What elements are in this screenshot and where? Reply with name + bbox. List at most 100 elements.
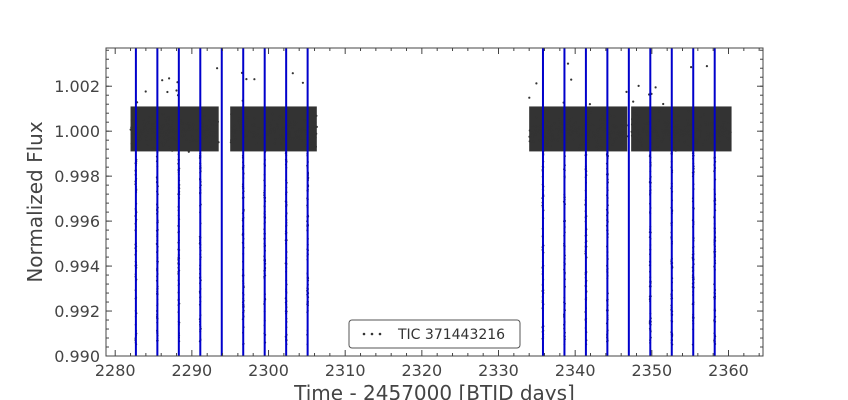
data-point: [230, 113, 233, 116]
x-tick-label: 2330: [478, 361, 519, 380]
data-point: [673, 132, 676, 135]
data-point: [560, 127, 563, 130]
data-point: [633, 112, 636, 115]
data-point: [572, 138, 575, 141]
data-point: [253, 78, 256, 81]
data-point: [272, 118, 275, 122]
data-point: [557, 128, 560, 131]
data-point: [154, 138, 157, 141]
data-point: [268, 120, 271, 124]
data-point: [160, 127, 163, 130]
data-point: [637, 84, 640, 87]
data-points-layer: [129, 62, 732, 346]
data-point: [708, 122, 711, 125]
data-point: [617, 130, 620, 133]
data-point: [175, 89, 178, 92]
y-tick-label: 0.990: [54, 347, 100, 366]
data-point: [689, 123, 692, 127]
data-point: [205, 125, 208, 128]
data-point: [674, 128, 677, 131]
data-point: [695, 141, 698, 144]
data-point: [202, 136, 205, 140]
data-point: [545, 144, 549, 147]
data-point: [195, 139, 199, 142]
data-point: [534, 133, 537, 136]
data-point: [159, 125, 162, 129]
data-point: [625, 124, 628, 127]
data-point: [674, 149, 677, 152]
plot-frame: [105, 47, 764, 357]
data-point: [632, 125, 635, 129]
data-point: [709, 132, 712, 135]
data-point: [662, 102, 665, 106]
data-point: [210, 145, 213, 148]
data-point: [597, 135, 601, 138]
data-point: [588, 129, 591, 132]
data-point: [642, 123, 646, 126]
data-point: [704, 121, 707, 124]
data-point: [534, 128, 537, 131]
data-point: [167, 130, 170, 133]
data-point: [611, 143, 614, 146]
data-point: [270, 128, 273, 131]
data-point: [282, 138, 285, 141]
data-point: [636, 130, 639, 133]
data-point: [161, 79, 164, 82]
data-point: [140, 129, 143, 132]
data-point: [211, 123, 214, 126]
data-point: [142, 130, 145, 133]
data-point: [660, 140, 663, 143]
data-point: [565, 140, 569, 143]
x-tick-label: 2320: [401, 361, 442, 380]
data-point: [547, 120, 550, 123]
y-tick-label: 1.000: [54, 122, 100, 141]
data-point: [139, 138, 142, 141]
data-point: [558, 130, 561, 133]
data-point: [239, 124, 242, 127]
data-point: [528, 140, 531, 143]
data-point: [616, 134, 619, 137]
data-point: [574, 127, 577, 130]
data-point: [603, 128, 607, 131]
data-point: [312, 132, 315, 135]
legend-marker-dot: [378, 332, 382, 336]
data-point: [726, 131, 729, 134]
data-point: [657, 119, 660, 122]
data-point: [611, 129, 614, 133]
data-point: [590, 135, 593, 138]
data-point: [538, 139, 541, 142]
data-point: [664, 129, 667, 133]
data-point: [546, 136, 549, 139]
data-point: [613, 138, 616, 141]
data-point: [553, 128, 556, 131]
data-point: [547, 138, 550, 141]
data-point: [624, 120, 627, 123]
data-point: [278, 117, 281, 120]
data-point: [658, 110, 661, 113]
data-point: [281, 127, 285, 130]
data-point: [578, 147, 581, 150]
data-point: [309, 125, 312, 128]
data-point: [531, 124, 534, 127]
data-point: [213, 120, 216, 123]
data-point: [545, 138, 548, 141]
data-point: [710, 123, 713, 126]
data-point: [308, 137, 311, 140]
data-point: [557, 136, 560, 139]
data-point: [675, 119, 679, 122]
data-point: [666, 129, 670, 132]
data-point: [133, 122, 136, 125]
data-point: [313, 128, 317, 131]
data-point: [172, 137, 176, 140]
data-point: [131, 125, 134, 128]
data-point: [248, 130, 251, 134]
data-point: [645, 130, 648, 133]
data-point: [235, 128, 238, 131]
data-point: [726, 137, 729, 140]
data-point: [143, 123, 146, 126]
data-point: [154, 135, 157, 138]
data-point: [653, 130, 656, 133]
data-point: [201, 122, 204, 125]
data-point: [256, 127, 259, 130]
data-point: [271, 113, 274, 116]
